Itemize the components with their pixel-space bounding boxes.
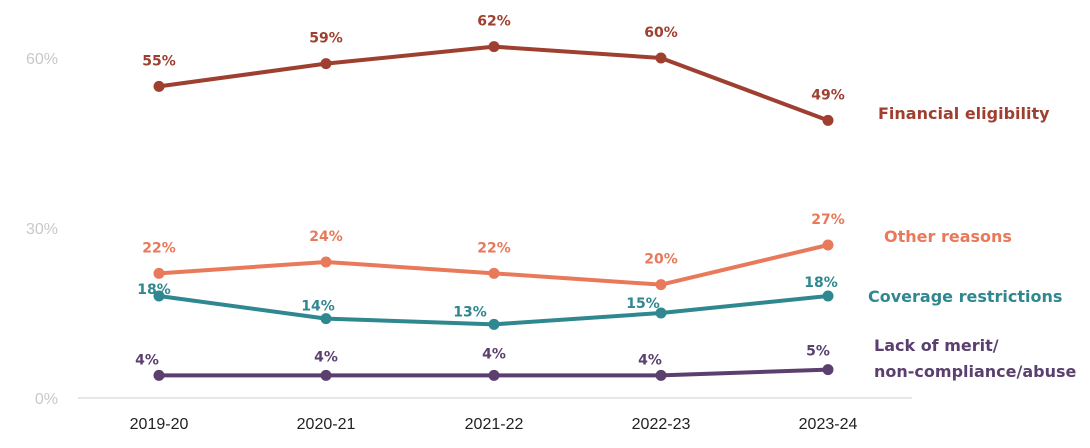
data-label: 49% [811, 87, 845, 103]
series-group [153, 290, 834, 330]
data-point [655, 52, 667, 64]
series-group [153, 41, 834, 126]
data-point [320, 58, 332, 70]
data-point [320, 256, 332, 268]
legend-entry: Other reasons [884, 227, 1012, 246]
legend-entry: Coverage restrictions [868, 287, 1062, 306]
data-label: 24% [309, 229, 343, 245]
data-point [488, 369, 500, 381]
legend-layer: Financial eligibility Other reasons Covera… [868, 104, 1077, 381]
data-point [655, 279, 667, 291]
data-point [822, 239, 834, 251]
data-point [822, 290, 834, 302]
data-point [320, 313, 332, 325]
legend-entry: Lack of merit/ [874, 336, 999, 355]
data-point [153, 369, 165, 381]
data-point [822, 364, 834, 376]
data-label: 22% [142, 240, 176, 256]
legend-entry: non-compliance/abuse [874, 362, 1077, 381]
data-label: 4% [482, 346, 506, 362]
data-label: 27% [811, 212, 845, 228]
data-point [320, 369, 332, 381]
y-tick-label: 60% [26, 51, 58, 68]
data-label: 62% [477, 14, 511, 30]
data-point [822, 114, 834, 126]
data-label: 15% [626, 296, 660, 312]
data-label: 22% [477, 240, 511, 256]
x-tick-label: 2021-22 [465, 416, 524, 433]
data-label: 55% [142, 53, 176, 69]
data-label: 4% [314, 349, 338, 365]
data-point [488, 318, 500, 330]
data-label: 18% [137, 282, 171, 298]
data-point [153, 267, 165, 279]
series-group [153, 239, 834, 291]
legend-entry: Financial eligibility [878, 104, 1050, 123]
data-label: 60% [644, 25, 678, 41]
series-line [157, 44, 830, 123]
x-tick-label: 2020-21 [297, 416, 356, 433]
y-tick-label: 30% [26, 221, 58, 238]
x-tick-label: 2023-24 [799, 416, 858, 433]
data-point [655, 369, 667, 381]
series-labels: 22% 24% 22% 20% 27% [142, 212, 845, 268]
series-labels: 55% 59% 62% 60% 49% [142, 14, 845, 104]
series-labels: 4% 4% 4% 4% 5% [135, 344, 830, 369]
data-label: 14% [301, 299, 335, 315]
data-label: 13% [453, 304, 487, 320]
y-tick-label: 0% [35, 391, 58, 408]
x-tick-label: 2019-20 [130, 416, 189, 433]
data-point [153, 290, 165, 302]
data-label: 5% [806, 344, 830, 360]
series-layer: 55%59%62%60%49%22%24%22%20%27%18%14% 13%1… [135, 14, 845, 381]
data-label: 4% [638, 352, 662, 368]
data-point [153, 80, 165, 92]
data-label: 18% [804, 275, 838, 291]
data-label: 20% [644, 252, 678, 268]
series-group [153, 364, 834, 381]
axis-layer: 0% 30% 60% 2019-20 2020-21 2021-22 2022-23 2023… [26, 51, 912, 433]
x-tick-label: 2022-23 [632, 416, 691, 433]
data-point [655, 307, 667, 319]
data-point [488, 41, 500, 53]
series-labels: 18% 14% 13% 15% 18% [137, 275, 838, 320]
data-point [488, 267, 500, 279]
data-label: 4% [135, 352, 159, 368]
data-label: 59% [309, 31, 343, 47]
